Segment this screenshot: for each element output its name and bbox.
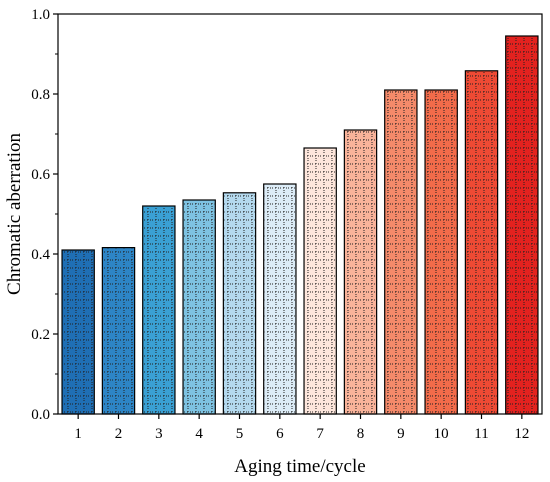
x-tick-label-4: 4 xyxy=(195,426,203,442)
bar-pattern-7 xyxy=(305,149,336,413)
x-tick-label-6: 6 xyxy=(276,426,284,442)
bar-pattern-12 xyxy=(506,37,537,413)
x-axis: 1 2 3 4 5 6 7 8 9 10 11 12 xyxy=(74,414,529,442)
bar-pattern-8 xyxy=(345,131,376,413)
x-tick-label-3: 3 xyxy=(155,426,163,442)
x-tick-label-11: 11 xyxy=(474,426,488,442)
x-tick-label-8: 8 xyxy=(357,426,365,442)
x-tick-label-10: 10 xyxy=(434,426,449,442)
bar-pattern-2 xyxy=(103,248,134,413)
y-tick-label-0.2: 0.2 xyxy=(31,327,50,343)
bar-pattern-9 xyxy=(385,91,416,413)
bar-pattern-6 xyxy=(264,185,295,413)
y-axis: 0.0 0.2 0.4 0.6 0.8 1.0 xyxy=(31,7,58,423)
bars-group xyxy=(61,35,539,415)
bar-pattern-4 xyxy=(184,201,215,413)
y-tick-label-1.0: 1.0 xyxy=(31,7,50,23)
x-axis-title: Aging time/cycle xyxy=(234,456,365,477)
x-tick-label-1: 1 xyxy=(74,426,82,442)
bar-pattern-5 xyxy=(224,193,255,413)
y-tick-label-0.6: 0.6 xyxy=(31,167,50,183)
bar-pattern-3 xyxy=(143,207,174,413)
x-tick-label-5: 5 xyxy=(236,426,244,442)
bar-pattern-1 xyxy=(63,251,94,413)
y-axis-title: Chromatic aberration xyxy=(4,133,25,295)
y-tick-label-0.4: 0.4 xyxy=(31,247,50,263)
x-tick-label-2: 2 xyxy=(115,426,123,442)
y-tick-label-0.8: 0.8 xyxy=(31,87,50,103)
bar-pattern-11 xyxy=(466,71,497,414)
x-tick-label-12: 12 xyxy=(514,426,529,442)
bar-pattern-10 xyxy=(426,91,457,413)
y-tick-label-0.0: 0.0 xyxy=(31,407,50,423)
x-tick-label-9: 9 xyxy=(397,426,405,442)
x-tick-label-7: 7 xyxy=(316,426,324,442)
